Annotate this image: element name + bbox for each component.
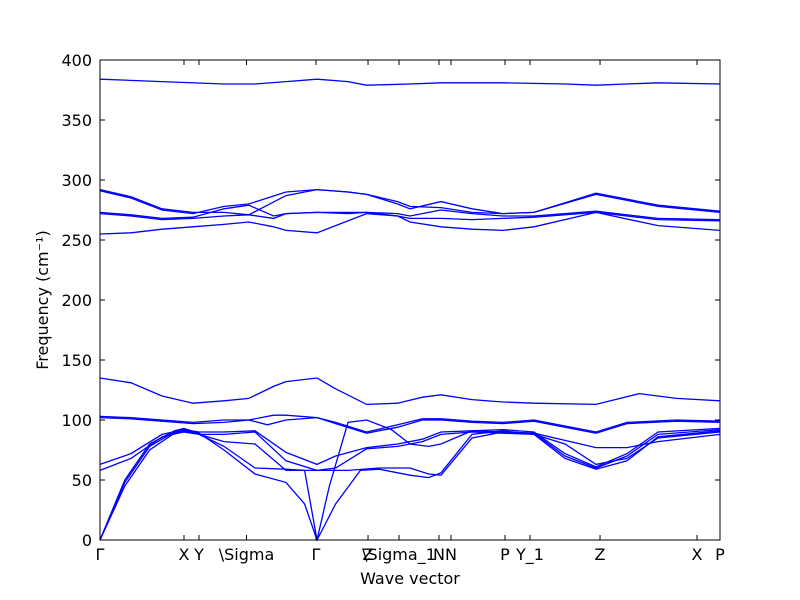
high-symmetry-ticks: Γ X Y \Sigma Γ Z\Sigma_1N N P Y_1 Z X P [96, 60, 725, 565]
band-line-1 [99, 78, 721, 86]
y-axis-label: Frequency (cm⁻¹) [33, 230, 52, 369]
band-lines [99, 78, 721, 542]
x-tick-label: \Sigma_1 [362, 545, 436, 565]
x-tick-label: P [715, 545, 725, 564]
band-line-9 [99, 416, 721, 434]
x-tick-label: Y_1 [515, 545, 544, 565]
band-line-8 [99, 414, 721, 433]
y-tick-label: 250 [61, 231, 92, 250]
x-tick-label: X [179, 545, 190, 564]
band-line-13 [99, 427, 721, 542]
x-tick-label: Z [595, 545, 606, 564]
band-line-14 [99, 419, 721, 541]
y-tick-label: 100 [61, 411, 92, 430]
band-line-3 [99, 188, 721, 215]
plot-frame [99, 59, 721, 541]
y-tick-label: 350 [61, 111, 92, 130]
y-tick-label: 0 [82, 531, 92, 550]
y-axis-ticks: 0 50 100 150 200 250 300 350 400 [61, 51, 720, 550]
x-tick-label: Y [193, 545, 204, 564]
x-tick-label: X [692, 545, 703, 564]
x-tick-label: Z [363, 545, 374, 564]
y-tick-label: 50 [72, 471, 92, 490]
x-tick-label: N [433, 545, 445, 564]
x-tick-label: Γ [96, 545, 105, 564]
band-line-12 [99, 428, 721, 541]
band-line-7 [99, 377, 721, 406]
x-tick-label: N [445, 545, 457, 564]
x-tick-label: Γ [312, 545, 321, 564]
band-line-5 [99, 211, 721, 222]
x-tick-label: \Sigma [219, 545, 275, 564]
x-axis-label: Wave vector [360, 569, 460, 588]
y-tick-label: 200 [61, 291, 92, 310]
y-tick-label: 300 [61, 171, 92, 190]
band-line-6 [99, 211, 721, 235]
y-tick-label: 400 [61, 51, 92, 70]
x-tick-label: P [500, 545, 510, 564]
y-tick-label: 150 [61, 351, 92, 370]
